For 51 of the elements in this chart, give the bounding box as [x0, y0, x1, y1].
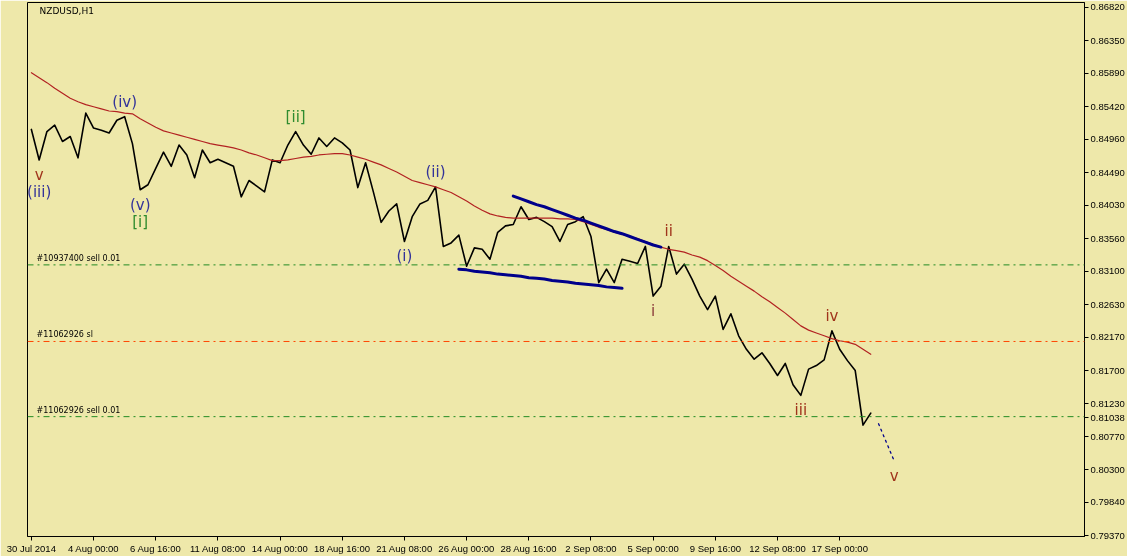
x-tick-label: 4 Aug 00:00	[67, 542, 119, 554]
data-label: iii	[794, 401, 808, 420]
x-tick-label: 6 Aug 16:00	[130, 542, 181, 554]
x-tick-label: 30 Jul 2014	[6, 542, 56, 554]
y-tick-label: 0.81038	[1090, 411, 1125, 423]
x-tick-label: 9 Sep 16:00	[689, 542, 741, 554]
x-tick-label: 14 Aug 00:00	[251, 542, 308, 554]
data-label: [ii]	[285, 107, 306, 126]
ref-line-label: #11062926 sl	[36, 330, 93, 340]
line-series	[30, 72, 872, 355]
x-tick-label: 18 Aug 16:00	[314, 542, 371, 554]
data-label: i	[651, 302, 656, 321]
y-tick-label: 0.80300	[1090, 463, 1125, 475]
y-tick-label: 0.79370	[1090, 529, 1125, 541]
x-tick-label: 5 Sep 00:00	[627, 542, 679, 554]
ref-line-label: #10937400 sell 0.01	[36, 253, 121, 263]
y-tick-label: 0.82630	[1090, 298, 1125, 310]
chart-title: NZDUSD,H1	[39, 5, 94, 16]
data-label: v (iii)	[27, 165, 52, 201]
x-tick-label: 11 Aug 08:00	[190, 542, 246, 554]
line-series	[30, 112, 872, 426]
y-tick-label: 0.86820	[1090, 1, 1125, 13]
y-tick-label: 0.83560	[1090, 232, 1125, 244]
y-tick-label: 0.80770	[1090, 430, 1125, 442]
y-tick-label: 0.85890	[1090, 67, 1125, 79]
x-tick-label: 17 Sep 00:00	[811, 542, 868, 554]
x-tick-label: 12 Sep 08:00	[749, 542, 806, 554]
x-tick-label: 21 Aug 08:00	[376, 542, 433, 554]
y-tick-label: 0.81230	[1090, 397, 1125, 409]
line-series	[511, 194, 663, 249]
data-label: ii	[664, 222, 673, 241]
x-tick-label: 28 Aug 16:00	[500, 542, 557, 554]
y-tick-label: 0.84960	[1090, 133, 1125, 145]
y-tick-label: 0.82170	[1090, 331, 1125, 343]
y-tick-label: 0.84030	[1090, 199, 1125, 211]
data-label: (i)	[396, 247, 413, 266]
data-label: (v) [i]	[129, 195, 151, 231]
y-tick-label: 0.83100	[1090, 265, 1125, 277]
x-tick-label: 2 Sep 08:00	[565, 542, 617, 554]
y-tick-label: 0.85420	[1090, 100, 1125, 112]
data-label: (iv)	[112, 92, 138, 111]
x-tick-label: 26 Aug 00:00	[438, 542, 495, 554]
y-tick-label: 0.79840	[1090, 496, 1125, 508]
y-tick-label: 0.86350	[1090, 34, 1125, 46]
ref-line-label: #11062926 sell 0.01	[36, 405, 121, 415]
data-label: (ii)	[425, 162, 446, 181]
y-tick-label: 0.84490	[1090, 166, 1125, 178]
y-tick-label: 0.81700	[1090, 364, 1125, 376]
data-label: v	[889, 466, 899, 485]
data-label: iv	[825, 306, 839, 325]
line-series	[457, 267, 624, 290]
